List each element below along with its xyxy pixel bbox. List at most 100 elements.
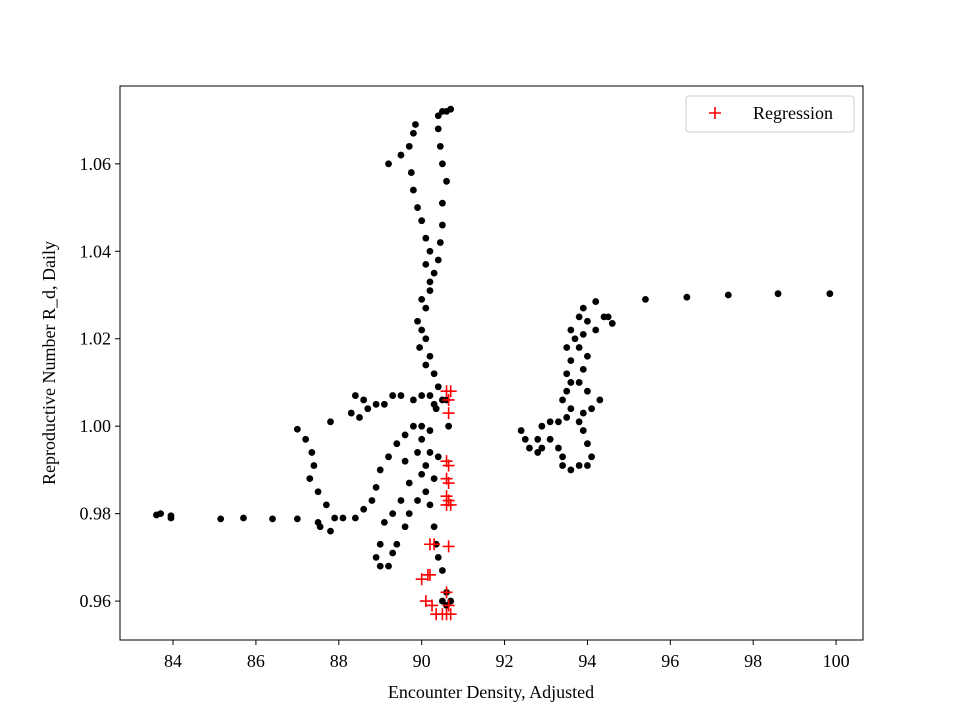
point [436, 142, 444, 150]
point [724, 291, 732, 299]
point [584, 317, 591, 325]
point [376, 466, 384, 474]
point [418, 217, 426, 225]
point [584, 387, 591, 395]
point [559, 462, 566, 469]
y-tick-label: 0.98 [80, 504, 112, 524]
point [563, 387, 571, 395]
point [426, 599, 439, 612]
point [418, 470, 426, 478]
y-axis-label: Reproductive Number R_d, Daily [39, 241, 59, 485]
point [584, 462, 591, 469]
point [563, 414, 571, 421]
point [584, 440, 591, 448]
point [563, 344, 571, 351]
point [422, 361, 430, 369]
point [538, 444, 546, 452]
point [310, 462, 318, 469]
axes-frame [119, 85, 864, 641]
point [434, 256, 442, 264]
x-axis-label: Encounter Density, Adjusted [388, 682, 594, 702]
point [269, 515, 276, 523]
point [397, 497, 405, 504]
point [418, 422, 426, 430]
point [426, 278, 434, 286]
point [327, 527, 334, 535]
point [430, 475, 438, 483]
point [418, 435, 426, 443]
point [167, 514, 175, 522]
point [563, 370, 571, 378]
point [434, 112, 442, 120]
point [438, 597, 446, 605]
point [419, 595, 432, 608]
point [571, 335, 579, 343]
point [426, 287, 434, 295]
point [579, 330, 587, 338]
point [438, 199, 446, 207]
point [642, 295, 649, 303]
point [293, 515, 301, 523]
point [442, 407, 455, 420]
point [575, 313, 583, 321]
point [308, 449, 316, 456]
point [240, 514, 247, 522]
x-tick-label: 88 [330, 651, 348, 671]
point [426, 352, 434, 360]
legend-marker [709, 107, 721, 119]
point [416, 344, 424, 351]
point [683, 293, 691, 301]
point [409, 129, 417, 137]
point [414, 497, 421, 504]
x-tick-label: 98 [744, 651, 762, 671]
y-tick-label: 1.02 [80, 329, 112, 349]
point [579, 304, 587, 312]
point [157, 510, 165, 518]
point [385, 453, 392, 461]
point [351, 514, 359, 522]
point [405, 510, 413, 518]
point [415, 573, 428, 586]
y-tick-label: 1.00 [80, 416, 112, 436]
point [414, 449, 421, 456]
point [826, 290, 834, 298]
point [438, 567, 446, 574]
point [314, 488, 322, 496]
point [604, 313, 612, 321]
point [517, 427, 525, 434]
legend-box [685, 95, 855, 133]
point [302, 435, 310, 443]
point [405, 479, 413, 487]
point [443, 177, 450, 185]
point [401, 523, 409, 531]
point [434, 553, 442, 561]
point [409, 186, 417, 194]
x-tick-label: 92 [496, 651, 514, 671]
point [588, 453, 595, 461]
point [327, 418, 334, 426]
point [407, 169, 415, 176]
point [434, 453, 442, 461]
plot-area [153, 105, 834, 621]
point [430, 400, 438, 408]
point [442, 477, 455, 490]
point [442, 540, 455, 553]
point [526, 444, 533, 452]
point [555, 418, 562, 426]
point [445, 422, 453, 430]
point [397, 392, 405, 399]
point [442, 599, 455, 612]
x-tick-label: 100 [823, 651, 850, 671]
legend-label: Regression [753, 103, 833, 123]
point [579, 427, 587, 434]
point [422, 234, 430, 242]
point [422, 462, 430, 469]
point [579, 365, 587, 373]
point [430, 523, 438, 531]
point [322, 501, 330, 509]
point [389, 549, 397, 557]
point [442, 393, 455, 406]
point [356, 414, 363, 421]
point [405, 142, 413, 150]
point [372, 483, 380, 491]
